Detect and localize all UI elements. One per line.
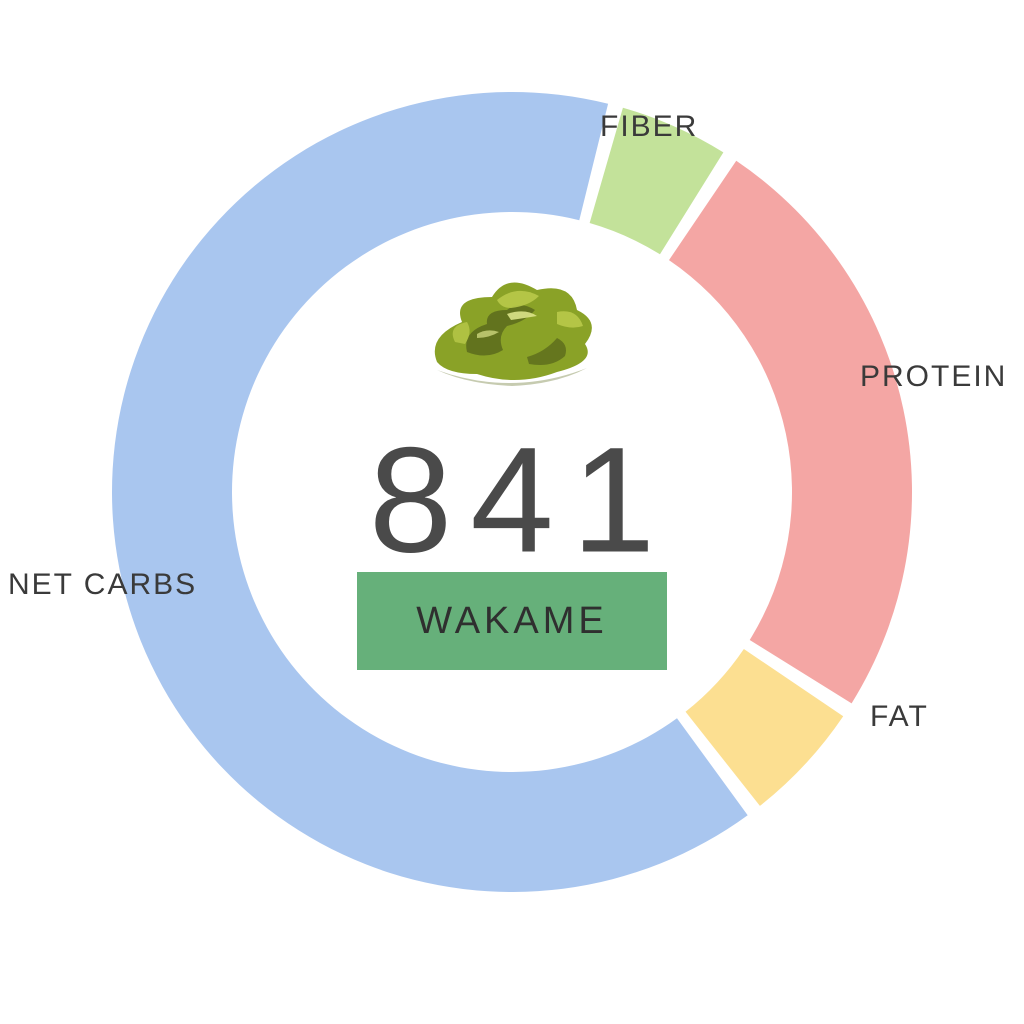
segment-protein <box>669 161 912 704</box>
center-value: 841 <box>351 414 673 587</box>
infographic-stage: 841 WAKAME FIBER PROTEIN FAT NET CARBS <box>0 0 1024 1024</box>
label-fat: FAT <box>870 700 929 734</box>
food-illustration <box>407 252 617 392</box>
food-name-badge: WAKAME <box>357 572 667 670</box>
label-protein: PROTEIN <box>860 360 1007 394</box>
label-net-carbs: NET CARBS <box>8 568 197 602</box>
food-name-text: WAKAME <box>416 600 608 643</box>
label-fiber: FIBER <box>600 110 698 144</box>
